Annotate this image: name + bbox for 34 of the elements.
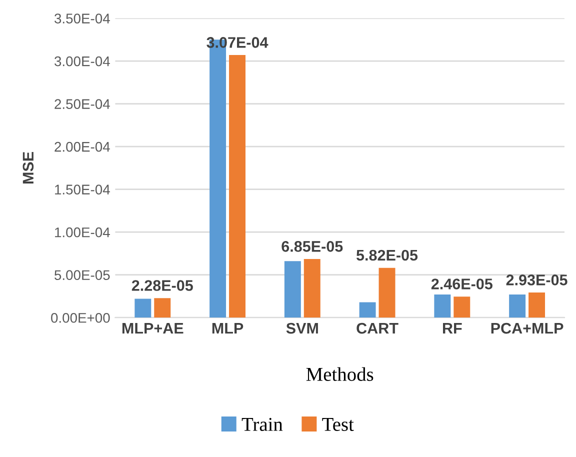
bar bbox=[528, 292, 546, 318]
x-tick-label: RF bbox=[443, 323, 462, 334]
bar bbox=[134, 298, 152, 318]
bar bbox=[304, 259, 320, 318]
y-tick-label: 5.00E-05 bbox=[54, 270, 110, 280]
y-tick-label: 1.00E-04 bbox=[55, 227, 110, 238]
bar bbox=[284, 261, 301, 318]
data-label: 5.82E-05 bbox=[356, 250, 418, 261]
x-axis-title: Methods bbox=[306, 367, 374, 381]
bar bbox=[154, 298, 171, 318]
bar bbox=[229, 55, 246, 318]
bar bbox=[434, 294, 451, 318]
y-tick-label: 0.00E+00 bbox=[51, 312, 110, 323]
x-tick-label: PCA+MLP bbox=[491, 322, 564, 334]
x-tick-label: MLP+AE bbox=[122, 323, 184, 334]
data-label: 2.28E-05 bbox=[132, 280, 193, 291]
data-label: 2.46E-05 bbox=[431, 278, 492, 290]
y-tick-label: 3.00E-04 bbox=[54, 56, 110, 66]
y-axis-title: MSE bbox=[22, 152, 34, 184]
y-tick-label: 3.50E-04 bbox=[54, 14, 110, 24]
data-label: 2.93E-05 bbox=[506, 274, 568, 286]
legend-label: Test bbox=[322, 418, 354, 431]
bar bbox=[509, 294, 526, 318]
legend-label: Train bbox=[242, 418, 283, 431]
x-tick-label: SVM bbox=[286, 322, 318, 334]
y-tick-label: 2.00E-04 bbox=[54, 142, 110, 152]
data-label: 6.85E-05 bbox=[282, 241, 343, 252]
x-tick-label: CART bbox=[356, 322, 398, 334]
bar bbox=[454, 296, 470, 318]
y-tick-label: 2.50E-04 bbox=[54, 99, 110, 109]
bar bbox=[378, 268, 396, 318]
y-tick-label: 1.50E-04 bbox=[55, 184, 110, 194]
bar bbox=[359, 302, 376, 318]
x-tick-label: MLP bbox=[212, 323, 244, 334]
